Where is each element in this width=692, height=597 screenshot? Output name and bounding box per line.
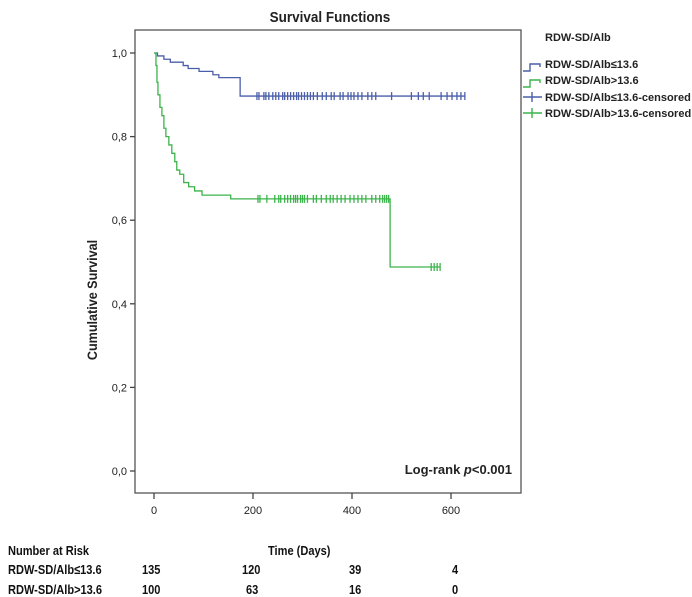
legend-label-low-censored: RDW-SD/Alb≤13.6-censored — [545, 92, 691, 104]
legend-label-high: RDW-SD/Alb>13.6 — [545, 75, 639, 87]
legend-step-icon-low — [523, 63, 541, 72]
plot-frame — [134, 29, 522, 494]
survival-curve — [154, 52, 465, 97]
x-tick-label: 400 — [343, 505, 361, 517]
legend-step-icon-high — [523, 79, 541, 88]
y-tick-label: 0,0 — [112, 466, 127, 478]
y-tick-label: 0,4 — [112, 299, 127, 311]
x-tick-label: 0 — [151, 505, 157, 517]
y-tick-label: 0,8 — [112, 132, 127, 144]
risk-value: 120 — [242, 562, 261, 577]
legend: RDW-SD/Alb RDW-SD/Alb≤13.6 RDW-SD/Alb>13… — [523, 32, 691, 120]
legend-censor-icon-low — [523, 92, 542, 102]
legend-label-low: RDW-SD/Alb≤13.6 — [545, 59, 638, 71]
risk-value: 39 — [349, 562, 362, 577]
legend-item-low-censored: RDW-SD/Alb≤13.6-censored — [523, 92, 691, 104]
chart-title: Survival Functions — [270, 9, 391, 26]
x-axis: 0 200 400 600 — [151, 493, 460, 517]
risk-table-time-label: Time (Days) — [268, 543, 331, 558]
legend-label-high-censored: RDW-SD/Alb>13.6-censored — [545, 108, 691, 120]
risk-value: 100 — [142, 582, 161, 597]
y-tick-label: 0,2 — [112, 382, 127, 394]
risk-row-label: RDW-SD/Alb>13.6 — [8, 582, 103, 597]
y-tick-label: 0,6 — [112, 215, 127, 227]
log-rank-annotation: Log-rank p<0.001 — [405, 462, 512, 477]
risk-row-label: RDW-SD/Alb≤13.6 — [8, 562, 102, 577]
y-axis-label: Cumulative Survival — [84, 240, 100, 360]
risk-table-title: Number at Risk — [8, 543, 90, 558]
series-low — [154, 52, 466, 101]
series-high — [154, 52, 441, 272]
y-tick-label: 1,0 — [112, 48, 127, 60]
risk-value: 63 — [246, 582, 259, 597]
legend-title: RDW-SD/Alb — [545, 32, 611, 44]
x-tick-label: 600 — [442, 505, 460, 517]
legend-censor-icon-high — [523, 108, 542, 118]
risk-value: 0 — [452, 582, 459, 597]
risk-value: 4 — [452, 562, 459, 577]
survival-curve — [154, 52, 441, 268]
x-tick-label: 200 — [244, 505, 262, 517]
risk-value: 135 — [142, 562, 161, 577]
legend-item-high-censored: RDW-SD/Alb>13.6-censored — [523, 108, 691, 120]
risk-value: 16 — [349, 582, 362, 597]
y-axis: 0,0 0,2 0,4 0,6 0,8 1,0 — [112, 48, 135, 478]
series-group — [154, 52, 466, 272]
legend-item-high: RDW-SD/Alb>13.6 — [523, 75, 639, 88]
legend-item-low: RDW-SD/Alb≤13.6 — [523, 59, 638, 72]
